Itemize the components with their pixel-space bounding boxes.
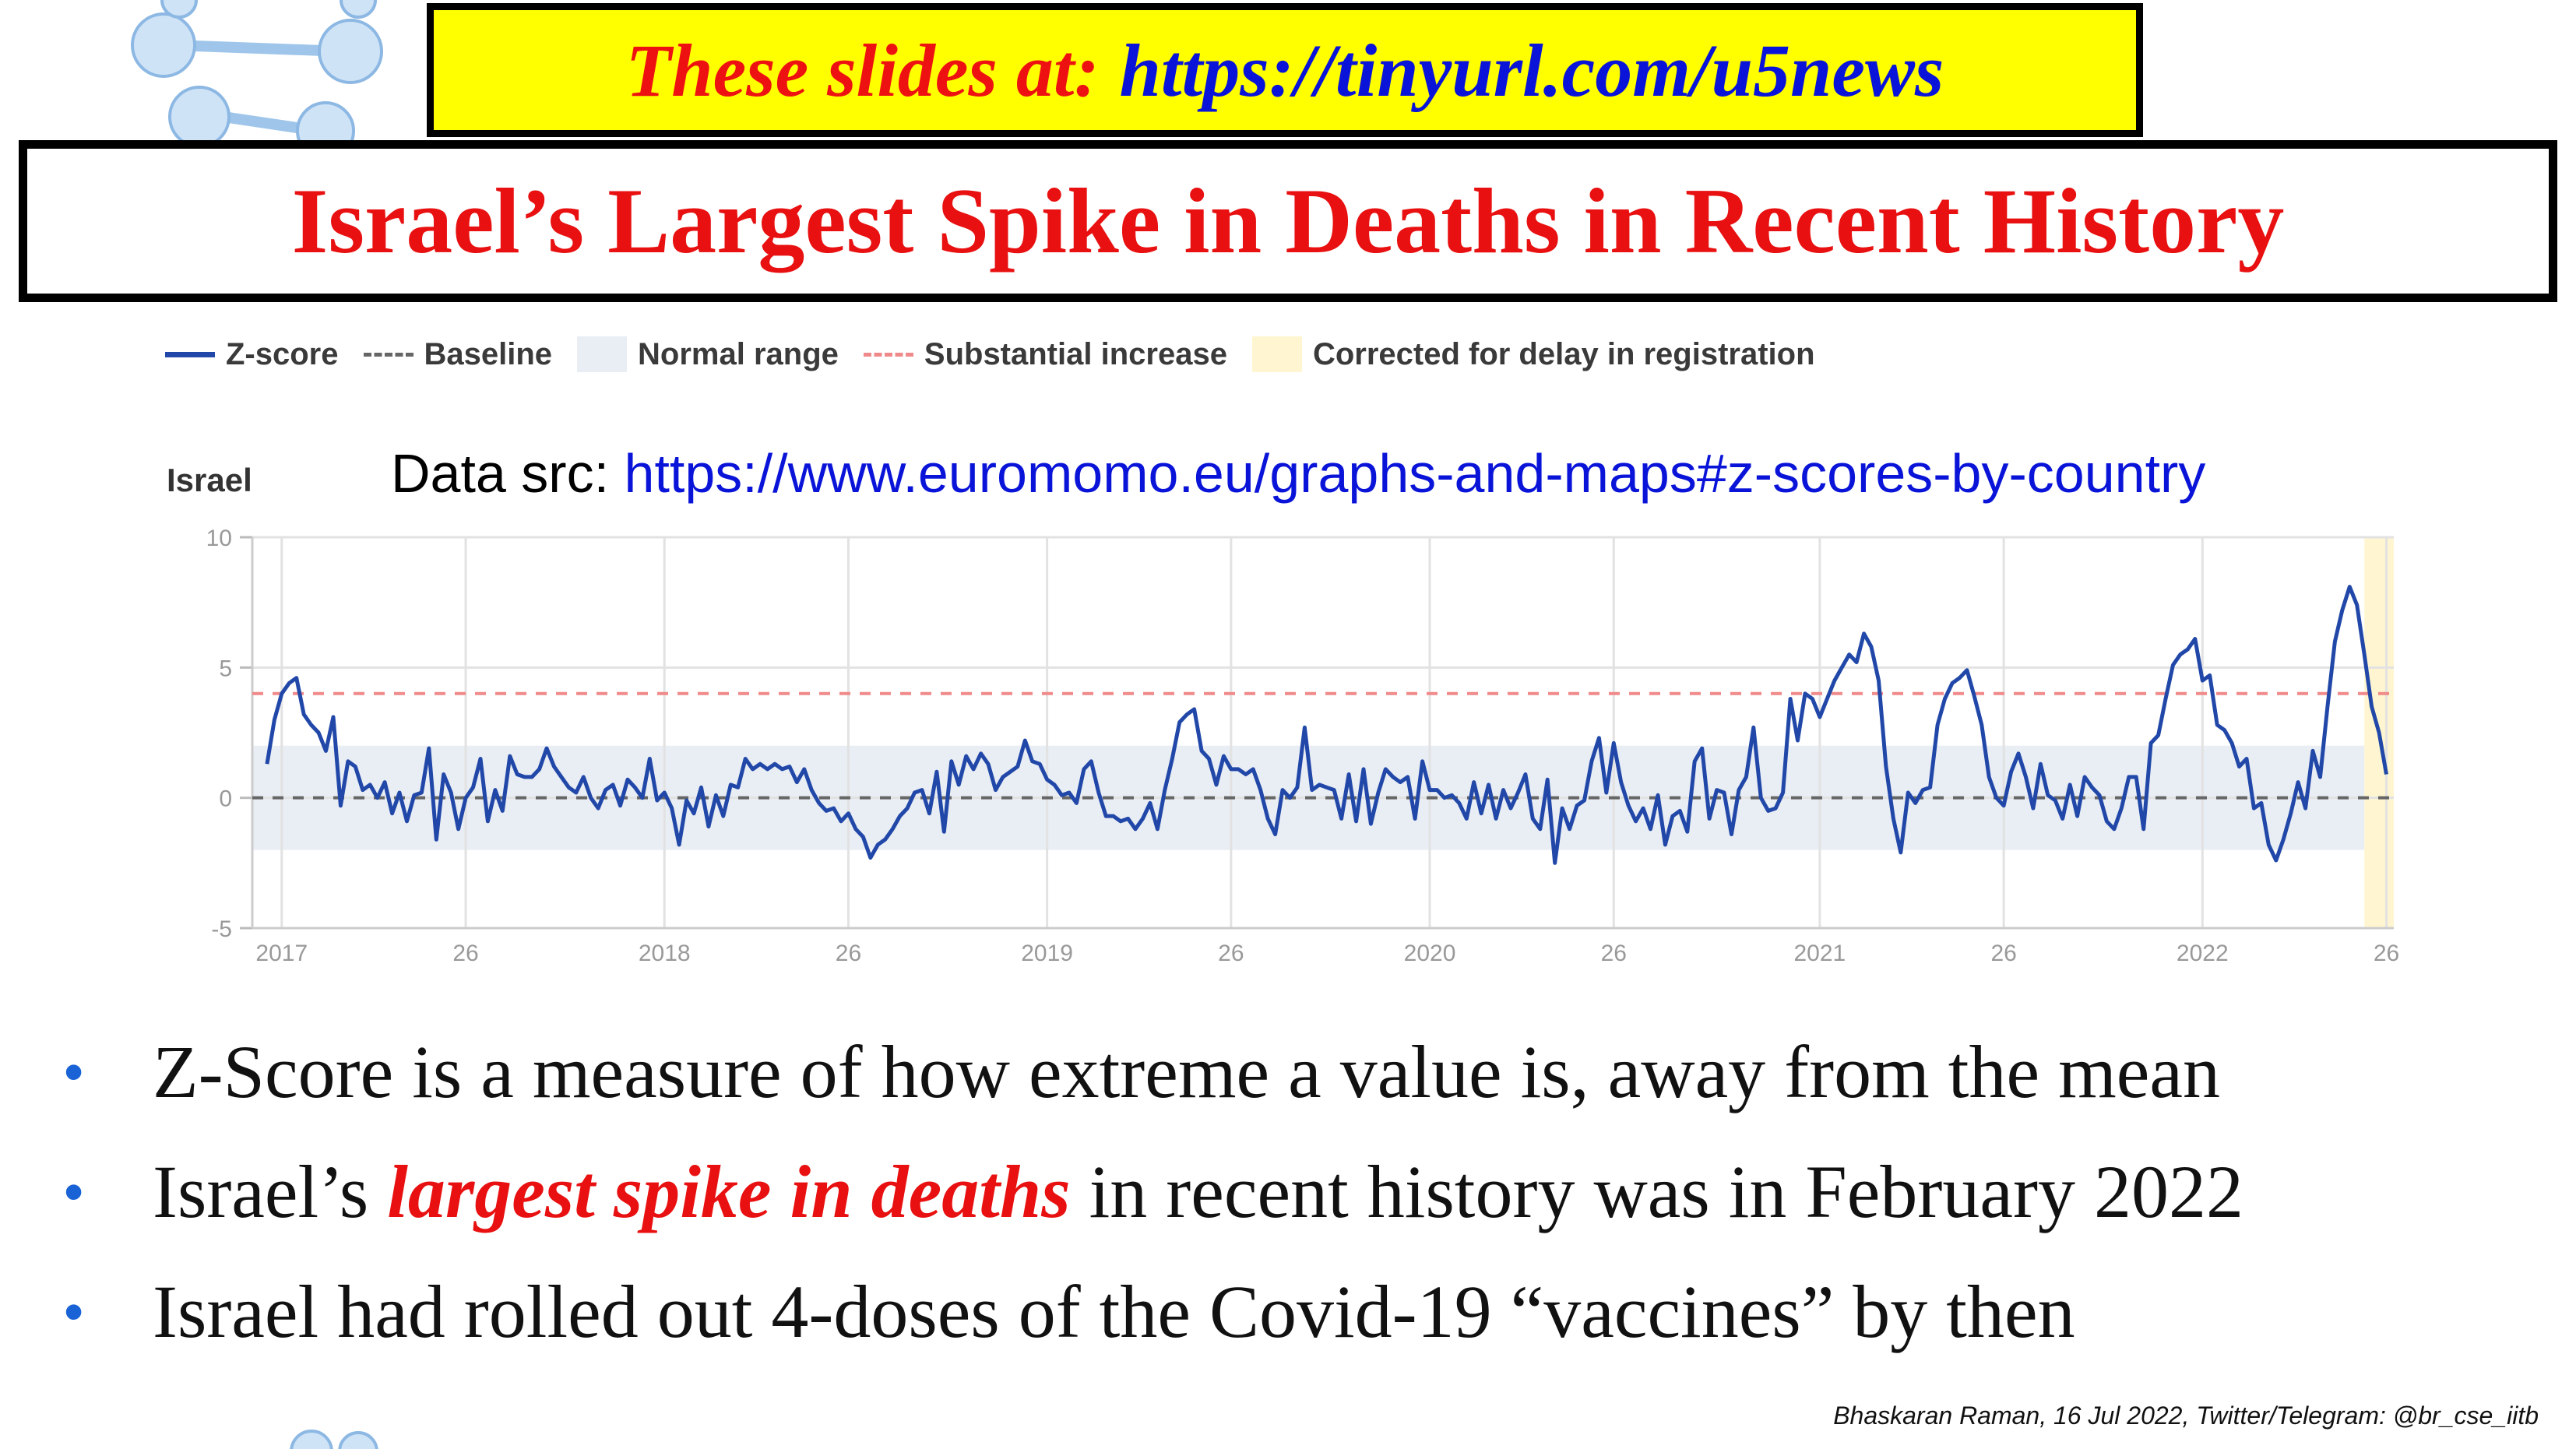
bullet-text-2-pre: Israel’s [153,1150,388,1233]
bullet-dot-icon: • [64,1041,84,1103]
x-tick-label: 26 [2374,941,2399,966]
data-source-line: Data src: https://www.euromomo.eu/graphs… [391,442,2205,505]
molecule-decoration-bottom-icon [290,1430,378,1449]
legend-label-normal-range: Normal range [638,336,839,371]
y-tick-label: 0 [219,786,232,812]
x-tick-label: 26 [1218,941,1244,966]
chart-title-country: Israel [167,462,252,498]
legend-label-substantial-increase: Substantial increase [924,336,1227,371]
bullet-list: • Z-Score is a measure of how extreme a … [62,1012,2554,1372]
x-tick-label: 2020 [1404,941,1456,966]
x-tick-label: 26 [836,941,861,966]
bullet-dot-icon: • [64,1161,84,1223]
x-tick-label: 2017 [255,941,308,966]
x-tick-label: 2022 [2177,941,2229,966]
bullet-text-1: Z-Score is a measure of how extreme a va… [153,1030,2220,1113]
legend-item-zscore: Z-score [165,337,339,372]
molecule-graphic [131,0,383,148]
legend-swatch-baseline [363,352,413,357]
x-tick-label: 26 [452,941,478,966]
legend-item-corrected: Corrected for delay in registration [1251,336,1815,372]
bullet-highlight: largest spike in deaths [387,1150,1071,1233]
bullet-dot-icon: • [64,1281,84,1343]
zscore-chart: 10 5 0 -5 2017 26 2018 26 2019 26 2020 26 2021 26 2022… [206,526,2400,966]
x-tick-label: 2018 [639,941,691,966]
bullet-item-3: • Israel had rolled out 4-doses of the C… [62,1252,2554,1372]
y-tick-label: 5 [219,656,232,681]
footer-credit: Bhaskaran Raman, 16 Jul 2022, Twitter/Te… [1833,1402,2539,1430]
banner-url-link[interactable]: https://tinyurl.com/u5news [1119,28,1944,112]
legend-label-baseline: Baseline [424,336,553,371]
legend-swatch-corrected [1251,336,1302,372]
legend-swatch-zscore [165,351,215,357]
legend-swatch-normal-range [577,336,628,372]
legend-label-zscore: Z-score [226,336,339,371]
x-tick-label: 2019 [1021,941,1073,966]
x-tick-label: 26 [1990,941,2016,966]
x-tick-label: 2021 [1794,941,1846,966]
chart-legend: Z-score Baseline Normal range Substantia… [165,335,1840,374]
x-tick-label: 26 [1601,941,1627,966]
legend-item-normal-range: Normal range [577,336,839,372]
legend-label-corrected: Corrected for delay in registration [1312,336,1815,371]
banner-label: These slides at: [625,28,1100,112]
bullet-item-2: • Israel’s largest spike in deaths in re… [62,1132,2554,1252]
legend-item-substantial-increase: Substantial increase [863,336,1227,372]
legend-swatch-substantial-increase [863,352,913,357]
slide-title: Israel’s Largest Spike in Deaths in Rece… [291,169,2285,273]
zscore-series-line [265,585,2388,865]
y-tick-label: 10 [206,526,232,551]
slides-url-banner: These slides at: https://tinyurl.com/u5n… [427,3,2143,137]
data-source-label: Data src: [391,443,610,504]
bullet-text-3: Israel had rolled out 4-doses of the Cov… [153,1270,2075,1353]
bullet-item-1: • Z-Score is a measure of how extreme a … [62,1012,2554,1132]
slide-title-box: Israel’s Largest Spike in Deaths in Rece… [19,140,2557,302]
legend-item-baseline: Baseline [363,336,553,372]
data-source-link[interactable]: https://www.euromomo.eu/graphs-and-maps#… [624,443,2206,504]
bullet-text-2-post: in recent history was in February 2022 [1070,1150,2243,1233]
y-tick-label: -5 [211,916,232,942]
molecule-decoration-icon [131,0,383,148]
